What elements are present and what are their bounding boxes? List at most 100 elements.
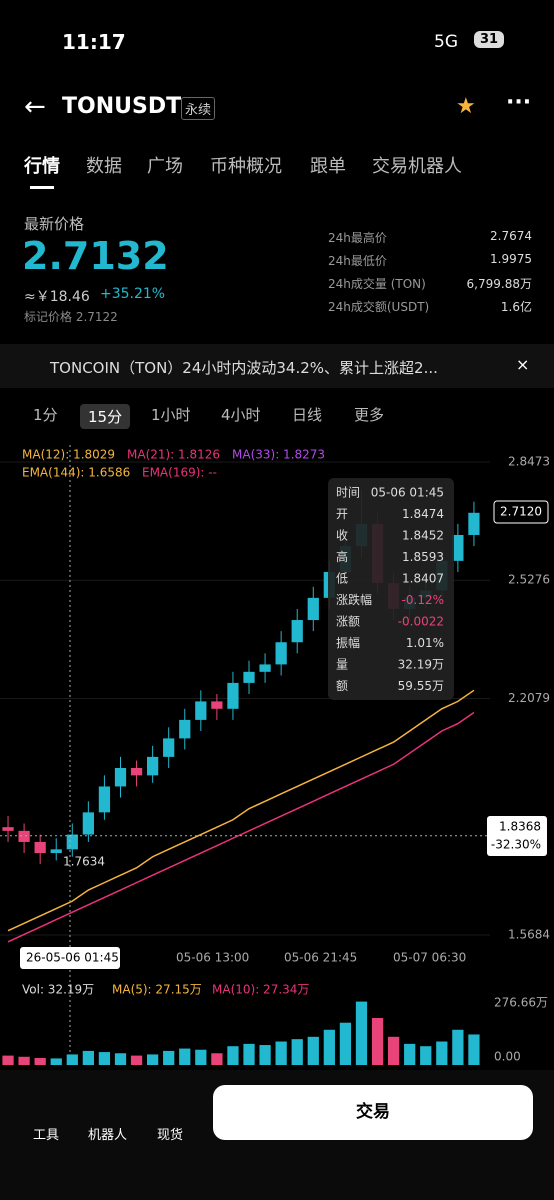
bottom-item[interactable]: 机器人 [88, 1128, 128, 1143]
candle-body [179, 719, 191, 739]
tab[interactable]: 交易机器人 [372, 156, 462, 177]
volume-legend: MA(10): 27.34万 [212, 983, 309, 997]
tooltip-value: 1.8407 [402, 572, 444, 586]
back[interactable]: ← [24, 92, 46, 122]
candle-body [275, 642, 287, 665]
volume-bar [323, 1029, 335, 1065]
tooltip-value: 59.55万 [398, 679, 444, 693]
tab[interactable]: 跟单 [310, 156, 346, 177]
interval[interactable]: 1小时 [151, 406, 191, 424]
tab[interactable]: 行情 [24, 156, 60, 177]
volume-bar [339, 1022, 352, 1065]
indicator-label: MA(12): 1.8029 [22, 448, 115, 462]
tab[interactable]: 广场 [147, 156, 183, 177]
volume-bar [404, 1043, 416, 1065]
x-tick-label: 05-06 21:45 [284, 951, 357, 965]
chart: 2.8473 2.5276 2.2079 1.5684 MA(12): 1.8029 MA… [0, 445, 550, 1065]
candle-body [114, 767, 127, 787]
symbol[interactable]: TONUSDT [62, 94, 182, 119]
indicator-label: MA(33): 1.8273 [232, 448, 325, 462]
network: 5G [434, 32, 458, 52]
cursor-price: 1.8368 [499, 820, 541, 834]
volume-bar [420, 1046, 432, 1065]
tag: 永续 [181, 97, 216, 120]
stat-label: 24h最高价 [328, 231, 387, 245]
candle-body [195, 701, 207, 720]
candle-body [98, 786, 111, 813]
tooltip-value: -0.12% [402, 593, 444, 607]
tab[interactable]: 币种概况 [210, 156, 282, 177]
indicator-label: MA(21): 1.8126 [127, 448, 220, 462]
tooltip-value: 1.8452 [402, 529, 444, 543]
volume-legend: Vol: 32.19万 [22, 983, 94, 997]
bottom-item[interactable]: 现货 [157, 1128, 184, 1143]
last-price: 2.7132 [22, 234, 169, 278]
tooltip-key: 涨额 [336, 614, 360, 629]
volume-bar [147, 1054, 159, 1065]
volume-bar [66, 1054, 78, 1065]
last-price-box [493, 500, 549, 524]
bottom-item[interactable]: 工具 [33, 1128, 60, 1143]
candle-body [259, 664, 271, 672]
tooltip-value: 1.8474 [402, 507, 444, 521]
tooltip-key: 振幅 [336, 635, 360, 650]
volume-bar [2, 1055, 14, 1065]
volume-bar [163, 1050, 175, 1065]
candle-body [34, 841, 46, 854]
interval[interactable]: 更多 [354, 406, 385, 424]
candle-body [468, 512, 480, 535]
close-news[interactable]: × [516, 355, 530, 374]
time: 11:17 [62, 30, 126, 54]
volume-legend: MA(5): 27.15万 [112, 983, 202, 997]
volume-tick-label: 0.00 [494, 1050, 521, 1064]
volume-bar [211, 1053, 223, 1065]
candle-body [147, 756, 159, 776]
tab-indicator [30, 186, 54, 189]
ema-line [7, 711, 475, 943]
stat-label: 24h成交量 (TON) [328, 277, 426, 291]
interval[interactable]: 日线 [292, 406, 323, 424]
stat-value: 6,799.88万 [466, 277, 532, 291]
volume-bar [387, 1036, 400, 1065]
ema-line [7, 689, 475, 932]
tooltip-value: 05-06 01:45 [371, 486, 444, 500]
trade-button[interactable]: 交易 [213, 1085, 533, 1140]
tooltip-key: 低 [336, 572, 348, 586]
candle-body [18, 830, 30, 842]
low-label: 1.7634 [63, 855, 105, 869]
candle-body [50, 849, 62, 854]
y-tick-label: 2.8473 [508, 455, 550, 469]
mark-price: 标记价格 2.7122 [24, 310, 118, 324]
news[interactable]: TONCOIN（TON）24小时内波动34.2%、累计上涨超2... [50, 359, 438, 377]
battery: 31 [474, 31, 505, 48]
tooltip-value: 1.8593 [402, 550, 444, 564]
volume-bar [468, 1034, 480, 1065]
y-tick-label: 1.5684 [508, 928, 550, 942]
tooltip-bg [328, 478, 454, 700]
volume-bar [243, 1043, 255, 1065]
candle-body [307, 597, 319, 621]
volume-bar [82, 1050, 94, 1065]
price-label: 最新价格 [24, 215, 85, 233]
stat-value: 1.6亿 [500, 300, 532, 314]
interval[interactable]: 4小时 [221, 406, 261, 424]
tooltip-key: 收 [336, 529, 348, 543]
tooltip-key: 额 [336, 679, 348, 693]
interval[interactable]: 15分 [80, 404, 131, 429]
volume-bar [355, 1001, 368, 1065]
volume-bar [179, 1048, 191, 1065]
volume-bar [227, 1046, 239, 1065]
more-menu[interactable]: ··· [506, 90, 532, 115]
news-bar[interactable] [0, 344, 554, 388]
candle-body [452, 534, 464, 561]
stat-label: 24h最低价 [328, 254, 387, 268]
volume-bar [130, 1055, 143, 1065]
y-tick-label: 2.2079 [508, 691, 550, 705]
interval[interactable]: 1分 [33, 406, 58, 424]
change: +35.21% [100, 286, 166, 302]
candle-body [130, 767, 143, 776]
tab[interactable]: 数据 [86, 156, 122, 177]
favorite[interactable]: ★ [456, 94, 476, 119]
tooltip-value: -0.0022 [398, 615, 444, 629]
stat-value: 1.9975 [490, 252, 532, 266]
